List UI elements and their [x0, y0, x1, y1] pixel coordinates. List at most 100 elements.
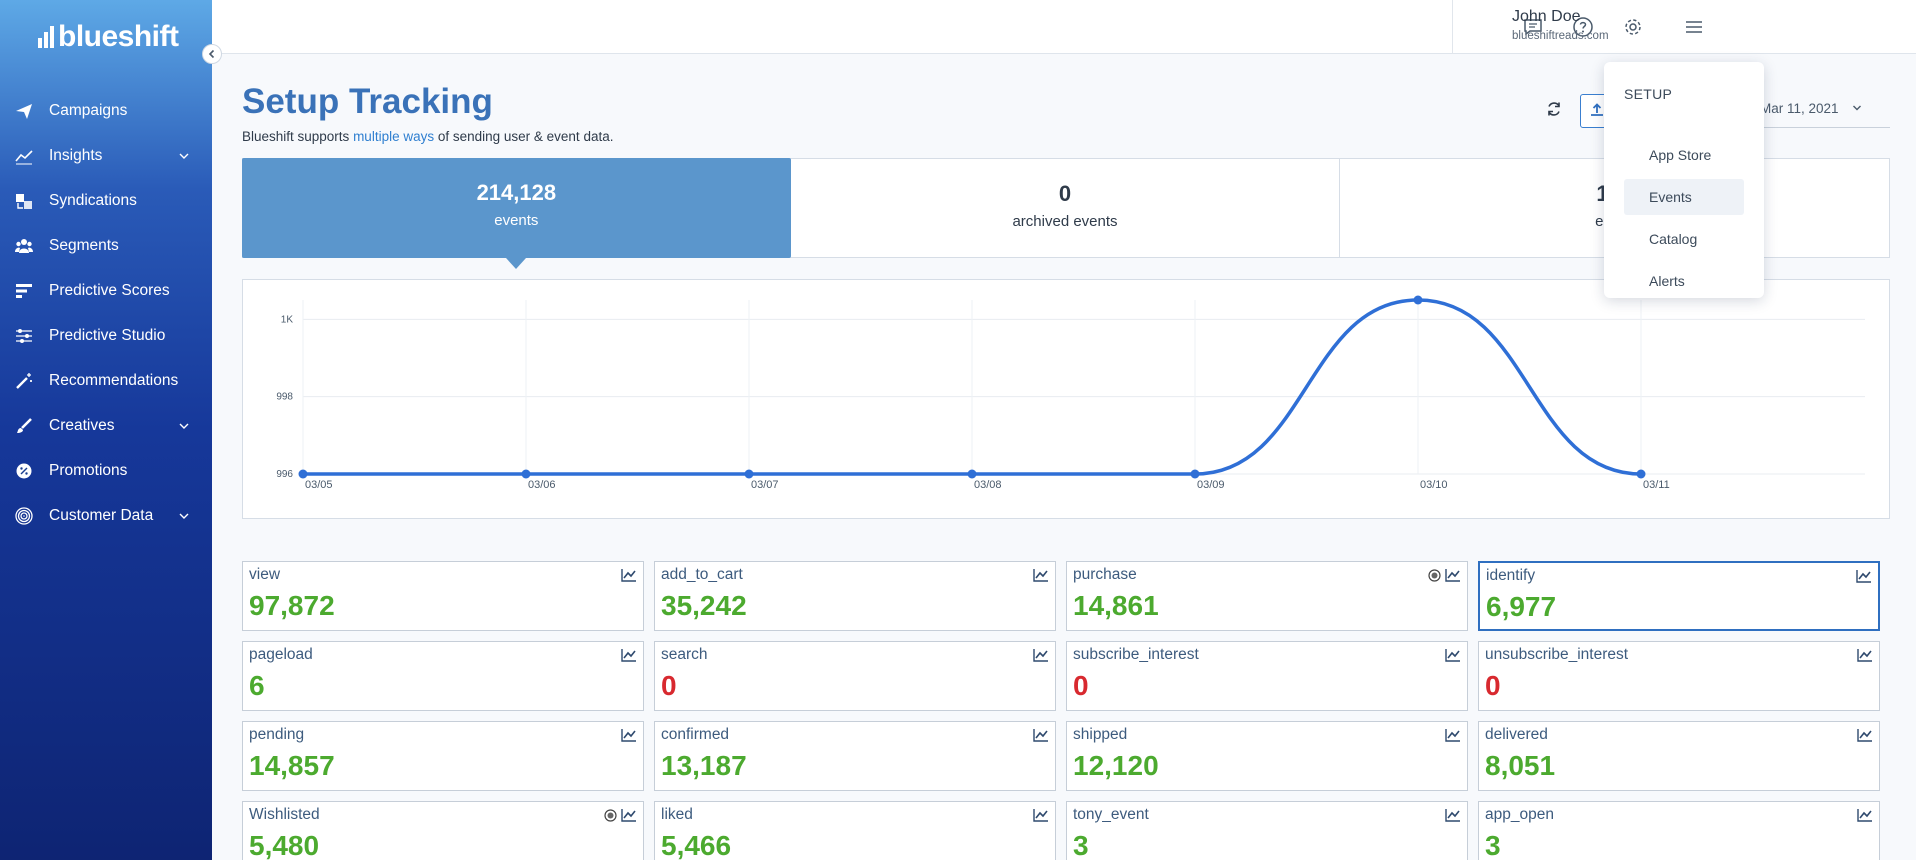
setup-menu-item-events[interactable]: Events: [1624, 179, 1744, 215]
trend-line-icon: [14, 146, 34, 166]
event-tile-subscribe_interest[interactable]: subscribe_interest 0: [1066, 641, 1468, 711]
target-icon[interactable]: [1428, 569, 1441, 587]
chat-icon[interactable]: [1520, 14, 1546, 40]
event-count: 97,872: [249, 590, 335, 621]
event-name: liked: [661, 806, 693, 823]
event-tile-purchase[interactable]: purchase 14,861: [1066, 561, 1468, 631]
event-tile-shipped[interactable]: shipped 12,120: [1066, 721, 1468, 791]
x-tick-label: 03/10: [1420, 479, 1448, 491]
blueshift-logo[interactable]: blueshift: [38, 20, 179, 54]
sidebar-item-syndications[interactable]: Syndications: [0, 178, 212, 223]
trend-chart-icon[interactable]: [1445, 568, 1461, 587]
sidebar-item-segments[interactable]: Segments: [0, 223, 212, 268]
event-count: 0: [1073, 670, 1089, 701]
setup-menu-item-app-store[interactable]: App Store: [1649, 147, 1712, 163]
trend-chart-icon[interactable]: [1856, 569, 1872, 588]
event-tile-search[interactable]: search 0: [654, 641, 1056, 711]
sidebar-item-customer-data[interactable]: Customer Data: [0, 493, 212, 538]
syndication-icon: [14, 191, 34, 211]
event-tile-add_to_cart[interactable]: add_to_cart 35,242: [654, 561, 1056, 631]
gear-icon[interactable]: [1620, 14, 1646, 40]
y-tick-label: 998: [276, 392, 293, 403]
sidebar-item-label: Syndications: [49, 191, 137, 209]
sidebar-item-campaigns[interactable]: Campaigns: [0, 88, 212, 133]
top-bar: [212, 0, 1916, 54]
target-icon[interactable]: [604, 809, 617, 827]
event-name: shipped: [1073, 726, 1128, 743]
trend-chart-icon[interactable]: [1857, 648, 1873, 667]
events-line-chart: 996 998 1K 03/05 03/06 03/07 03/08 03/09 03/10 03…: [276, 295, 1865, 491]
sidebar-item-insights[interactable]: Insights: [0, 133, 212, 178]
logo-bars-icon: [38, 26, 54, 48]
trend-chart-icon[interactable]: [621, 728, 637, 747]
trend-chart-icon[interactable]: [1033, 648, 1049, 667]
help-icon[interactable]: [1570, 14, 1596, 40]
user-name[interactable]: John Doe: [1512, 8, 1581, 25]
event-tile-app_open[interactable]: app_open 3: [1478, 801, 1880, 860]
sliders-icon: [14, 326, 34, 346]
stat-card-archived-events[interactable]: 0 archived events: [791, 159, 1341, 257]
event-count: 12,120: [1073, 750, 1159, 781]
event-tile-wishlisted[interactable]: Wishlisted 5,480: [242, 801, 644, 860]
trend-chart-icon[interactable]: [1445, 728, 1461, 747]
sidebar-item-predictive-scores[interactable]: Predictive Scores: [0, 268, 212, 313]
stat-value: 214,128: [476, 180, 557, 205]
stat-label: events: [494, 212, 539, 229]
events-chart: 996 998 1K 03/05 03/06 03/07 03/08 03/09 03/10 03…: [242, 279, 1890, 519]
event-count: 14,857: [249, 750, 335, 781]
event-count: 6,977: [1486, 591, 1557, 622]
data-point: [1190, 469, 1200, 479]
sidebar-item-creatives[interactable]: Creatives: [0, 403, 212, 448]
event-tile-tony_event[interactable]: tony_event 3: [1066, 801, 1468, 860]
sidebar-item-predictive-studio[interactable]: Predictive Studio: [0, 313, 212, 358]
trend-chart-icon[interactable]: [1033, 808, 1049, 827]
event-tile-pageload[interactable]: pageload 6: [242, 641, 644, 711]
refresh-icon[interactable]: [1545, 100, 1563, 123]
event-count: 0: [661, 670, 677, 701]
sidebar-item-promotions[interactable]: Promotions: [0, 448, 212, 493]
data-point: [1636, 469, 1646, 479]
trend-chart-icon[interactable]: [1857, 808, 1873, 827]
event-tile-confirmed[interactable]: confirmed 13,187: [654, 721, 1056, 791]
trend-chart-icon[interactable]: [1033, 568, 1049, 587]
logo-text: blueshift: [58, 20, 179, 53]
badge-icon: [14, 461, 34, 481]
multiple-ways-link[interactable]: multiple ways: [353, 129, 435, 144]
event-count: 6: [249, 670, 265, 701]
event-tile-liked[interactable]: liked 5,466: [654, 801, 1056, 860]
sidebar-item-recommendations[interactable]: Recommendations: [0, 358, 212, 403]
sidebar-item-label: Recommendations: [49, 371, 179, 389]
y-tick-label: 996: [276, 469, 293, 480]
event-name: Wishlisted: [249, 806, 320, 823]
trend-chart-icon[interactable]: [1445, 808, 1461, 827]
trend-chart-icon[interactable]: [621, 808, 637, 827]
trend-chart-icon[interactable]: [1033, 728, 1049, 747]
event-count: 35,242: [661, 590, 747, 621]
stat-label: archived events: [1012, 213, 1118, 230]
setup-menu-item-catalog[interactable]: Catalog: [1649, 231, 1698, 247]
event-name: delivered: [1485, 726, 1548, 743]
event-tile-delivered[interactable]: delivered 8,051: [1478, 721, 1880, 791]
data-point: [298, 469, 308, 479]
trend-chart-icon[interactable]: [1857, 728, 1873, 747]
trend-chart-icon[interactable]: [621, 648, 637, 667]
topbar-divider: [1452, 0, 1453, 54]
menu-icon[interactable]: [1681, 14, 1707, 40]
setup-menu-item-alerts[interactable]: Alerts: [1649, 273, 1685, 289]
event-tile-pending[interactable]: pending 14,857: [242, 721, 644, 791]
collapse-sidebar-button[interactable]: [202, 44, 222, 64]
event-tile-view[interactable]: view 97,872: [242, 561, 644, 631]
date-range-picker[interactable]: Mar 11, 2021: [1760, 101, 1862, 116]
event-tile-identify[interactable]: identify 6,977: [1478, 561, 1880, 631]
stat-card-events[interactable]: 214,128 events: [242, 158, 791, 269]
trend-chart-icon[interactable]: [1445, 648, 1461, 667]
upload-icon: [1591, 103, 1603, 116]
event-count: 5,480: [249, 830, 320, 860]
data-point: [967, 469, 977, 479]
event-name: subscribe_interest: [1073, 646, 1199, 663]
subtitle-text: Blueshift supports: [242, 129, 354, 144]
event-name: unsubscribe_interest: [1485, 646, 1629, 663]
chevron-down-icon: [1853, 105, 1862, 111]
event-tile-unsubscribe_interest[interactable]: unsubscribe_interest 0: [1478, 641, 1880, 711]
trend-chart-icon[interactable]: [621, 568, 637, 587]
